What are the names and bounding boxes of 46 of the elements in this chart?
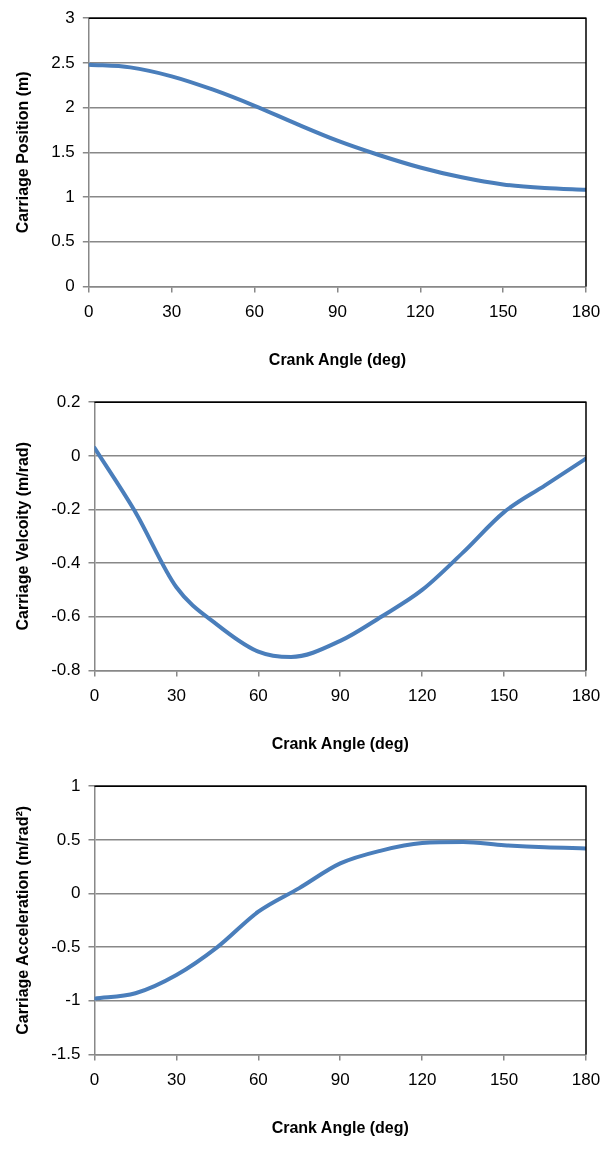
x-tick-label: 30 (162, 302, 182, 322)
x-tick-label: 30 (166, 686, 186, 706)
x-tick-label: 150 (488, 302, 518, 322)
y-axis-title: Carriage Acceleration (m/rad²) (14, 805, 32, 1035)
y-tick-label: 0.5 (51, 231, 75, 251)
x-axis-title: Crank Angle (deg) (268, 350, 407, 368)
y-axis-title: Carriage Velcoity (m/rad) (14, 442, 32, 631)
x-tick-label: 90 (330, 1070, 350, 1090)
x-axis-title: Crank Angle (deg) (271, 1118, 409, 1136)
y-tick-label: -0.5 (51, 936, 81, 956)
x-tick-label: 60 (245, 302, 265, 322)
x-tick-label: 60 (248, 686, 268, 706)
y-tick-label: 3 (65, 7, 75, 27)
x-tick-label: 180 (571, 686, 601, 706)
y-tick-label: -1.5 (51, 1044, 81, 1064)
y-tick-label: -0.8 (51, 660, 81, 680)
y-tick-label: -1 (65, 990, 81, 1010)
x-tick-label: 120 (406, 302, 435, 322)
x-tick-label: 0 (89, 686, 100, 706)
x-tick-label: 60 (248, 1070, 268, 1090)
y-tick-label: 1.5 (51, 141, 75, 161)
x-tick-label: 180 (571, 1070, 601, 1090)
y-tick-label: 0 (71, 445, 81, 465)
x-tick-label: 90 (327, 302, 347, 322)
y-tick-label: 1 (65, 186, 75, 206)
y-tick-label: -0.6 (51, 606, 81, 626)
y-tick-label: -0.4 (51, 552, 81, 572)
y-tick-label: 0.5 (56, 829, 81, 849)
x-tick-label: 0 (84, 302, 94, 322)
y-axis-title: Carriage Position (m) (14, 71, 32, 234)
y-tick-label: 2.5 (51, 52, 75, 72)
x-tick-label: 150 (489, 1070, 519, 1090)
y-tick-label: 2 (65, 97, 75, 117)
x-tick-label: 120 (407, 686, 437, 706)
x-tick-label: 30 (166, 1070, 186, 1090)
x-tick-label: 180 (571, 302, 601, 322)
y-tick-label: 0.2 (56, 391, 81, 411)
x-tick-label: 150 (489, 686, 519, 706)
y-tick-label: 0 (65, 276, 75, 296)
x-tick-label: 0 (89, 1070, 100, 1090)
y-tick-label: -0.2 (51, 499, 81, 519)
x-axis-title: Crank Angle (deg) (271, 734, 409, 752)
x-tick-label: 90 (330, 686, 350, 706)
y-tick-label: 0 (71, 883, 81, 903)
x-tick-label: 120 (407, 1070, 437, 1090)
y-tick-label: 1 (71, 775, 81, 795)
